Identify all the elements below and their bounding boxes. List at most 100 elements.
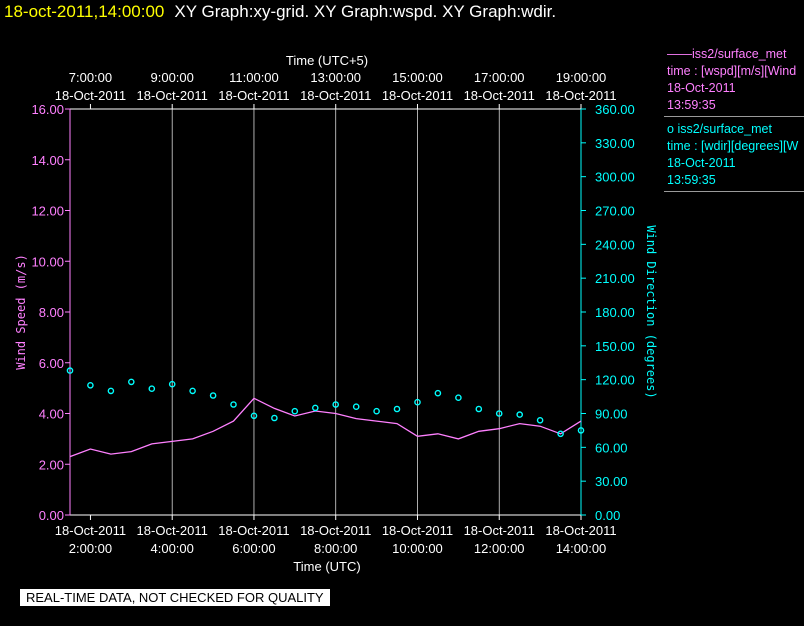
- wind-direction-point: [87, 381, 94, 389]
- top-tick-date: 18-Oct-2011: [382, 88, 453, 103]
- bottom-tick-date: 18-Oct-2011: [464, 523, 535, 538]
- legend-time: 13:59:35: [667, 98, 716, 112]
- bottom-tick-date: 18-Oct-2011: [545, 523, 616, 538]
- legend-variable: time : [wdir][degrees][W: [667, 139, 799, 153]
- wind-direction-point: [148, 385, 156, 393]
- left-tick-label: 8.00: [39, 305, 64, 320]
- top-tick-date: 18-Oct-2011: [55, 88, 126, 103]
- grid-lines: [171, 109, 500, 515]
- bottom-time-axis: 18-Oct-2011 2:00:00 18-Oct-2011 4:00:00 18-O…: [55, 514, 617, 556]
- wind-direction-point: [189, 387, 196, 395]
- wind-direction-point: [230, 401, 237, 408]
- wind-direction-point: [271, 414, 278, 422]
- left-tick-label: 14.00: [31, 153, 64, 168]
- graph-header: 18-oct-2011,14:00:00 XY Graph:xy-grid. XY…: [4, 2, 556, 22]
- top-tick-time: 13:00:00: [310, 70, 361, 85]
- top-tick-time: 11:00:00: [229, 70, 279, 85]
- bottom-tick-date: 18-Oct-2011: [55, 523, 126, 538]
- bottom-tick-time: 8:00:00: [314, 541, 357, 556]
- wind-direction-point: [332, 401, 340, 408]
- wind-speed-line: [69, 397, 582, 458]
- left-tick-label: 0.00: [39, 508, 64, 523]
- top-tick-time: 17:00:00: [474, 70, 525, 85]
- legend-time: 13:59:35: [667, 173, 716, 187]
- legend-date: 18-Oct-2011: [667, 81, 736, 95]
- right-tick-label: 30.00: [595, 474, 628, 489]
- top-tick-time: 19:00:00: [556, 70, 607, 85]
- wind-direction-point: [66, 367, 74, 374]
- left-tick-label: 2.00: [39, 457, 64, 472]
- wind-direction-point: [352, 403, 360, 411]
- top-tick-date: 18-Oct-2011: [218, 88, 289, 103]
- legend-date: 18-Oct-2011: [667, 156, 736, 170]
- wind-direction-point: [536, 416, 544, 424]
- right-tick-label: 150.00: [595, 339, 635, 354]
- legend-source: iss2/surface_met: [692, 47, 787, 61]
- wind-direction-point: [311, 404, 319, 412]
- wind-direction-point: [127, 378, 135, 386]
- top-tick-time: 15:00:00: [392, 70, 443, 85]
- top-tick-date: 18-Oct-2011: [137, 88, 208, 103]
- quality-warning: REAL-TIME DATA, NOT CHECKED FOR QUALITY: [20, 589, 330, 606]
- wind-direction-axis: 0.00 30.00 60.00 90.00 120.00 150.00 180.00 210…: [580, 102, 635, 523]
- wind-direction-point: [393, 405, 401, 413]
- wind-speed-axis: 0.00 2.00 4.00 6.00 8.00 10.00 12.00 14.00 16.00: [31, 102, 71, 523]
- legend-entry-wdir: o iss2/surface_met time : [wdir][degrees…: [664, 121, 804, 192]
- top-tick-date: 18-Oct-2011: [464, 88, 535, 103]
- bottom-tick-time: 14:00:00: [556, 541, 607, 556]
- wind-direction-point: [209, 392, 217, 399]
- left-tick-label: 12.00: [31, 204, 64, 219]
- wind-direction-point: [250, 412, 258, 420]
- left-tick-label: 10.00: [31, 254, 64, 269]
- right-tick-label: 360.00: [595, 102, 635, 117]
- wind-direction-point: [577, 427, 585, 434]
- right-tick-label: 60.00: [595, 440, 628, 455]
- right-tick-label: 210.00: [595, 271, 635, 286]
- legend-entry-wspd: ——iss2/surface_met time : [wspd][m/s][Wi…: [664, 46, 804, 117]
- top-tick-time: 7:00:00: [69, 70, 112, 85]
- top-time-axis: 7:00:00 18-Oct-2011 9:00:00 18-Oct-2011 11:0…: [55, 70, 617, 110]
- wind-direction-point: [516, 411, 524, 418]
- wind-direction-point: [107, 387, 115, 395]
- right-tick-label: 0.00: [595, 508, 620, 523]
- top-tick-time: 9:00:00: [151, 70, 194, 85]
- y-axis-title-left: Wind Speed (m/s): [14, 254, 28, 370]
- y-axis-title-right: Wind Direction (degrees): [644, 225, 658, 398]
- right-tick-label: 180.00: [595, 305, 635, 320]
- right-tick-label: 270.00: [595, 204, 635, 219]
- bottom-tick-date: 18-Oct-2011: [382, 523, 453, 538]
- header-timestamp: 18-oct-2011,14:00:00: [4, 2, 165, 21]
- bottom-tick-time: 10:00:00: [392, 541, 443, 556]
- bottom-tick-time: 6:00:00: [232, 541, 275, 556]
- bottom-tick-date: 18-Oct-2011: [300, 523, 371, 538]
- bottom-tick-date: 18-Oct-2011: [137, 523, 208, 538]
- legend-line-icon: ——: [667, 47, 692, 61]
- x-axis-title-bottom: Time (UTC): [293, 559, 360, 574]
- legend-circle-icon: o: [667, 122, 674, 136]
- wind-direction-point: [455, 394, 462, 402]
- header-graph-list: XY Graph:xy-grid. XY Graph:wspd. XY Grap…: [174, 2, 557, 21]
- bottom-tick-time: 2:00:00: [69, 541, 112, 556]
- wind-direction-point: [557, 430, 564, 438]
- top-tick-date: 18-Oct-2011: [545, 88, 616, 103]
- left-tick-label: 6.00: [39, 356, 64, 371]
- bottom-tick-time: 12:00:00: [474, 541, 525, 556]
- bottom-tick-date: 18-Oct-2011: [218, 523, 289, 538]
- wind-direction-point: [414, 398, 421, 406]
- left-tick-label: 16.00: [31, 102, 64, 117]
- wind-direction-point: [475, 405, 483, 413]
- right-tick-label: 120.00: [595, 373, 635, 388]
- legend-variable: time : [wspd][m/s][Wind: [667, 64, 797, 78]
- wind-direction-point: [291, 407, 299, 415]
- right-tick-label: 90.00: [595, 407, 628, 422]
- wind-direction-point: [434, 389, 442, 397]
- bottom-tick-time: 4:00:00: [151, 541, 194, 556]
- series-layer: [66, 367, 585, 458]
- left-tick-label: 4.00: [39, 407, 64, 422]
- wind-direction-point: [495, 410, 503, 417]
- right-tick-label: 300.00: [595, 170, 635, 185]
- legend: ——iss2/surface_met time : [wspd][m/s][Wi…: [664, 46, 804, 196]
- right-tick-label: 240.00: [595, 237, 635, 252]
- right-tick-label: 330.00: [595, 136, 635, 151]
